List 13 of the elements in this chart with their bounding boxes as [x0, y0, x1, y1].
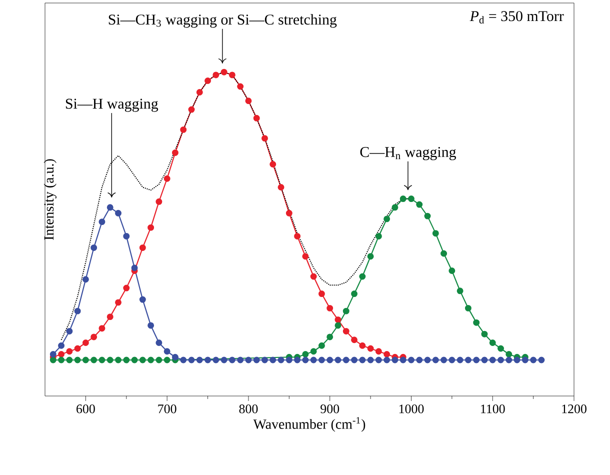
- text: P$_{d}$ = 350 mTorr: [470, 11, 564, 24]
- x-tick-label: 900: [320, 404, 340, 414]
- y-axis-title: Intensity (a.u.): [44, 159, 56, 240]
- x-tick-label: 700: [158, 404, 176, 414]
- x-tick-label: 1100: [481, 404, 505, 414]
- x-tick-label: 800: [239, 404, 258, 414]
- x-tick-label: 600: [76, 404, 95, 414]
- x-tick-label: 1000: [399, 404, 424, 414]
- annotation: Si—CH$_{3}$ wagging or Si—C stretching: [108, 14, 337, 28]
- x-axis-title: Wavenumber (cm$^{-1}$): [253, 417, 366, 432]
- annotation: Si—H wagging: [66, 98, 158, 112]
- x-tick-label: 1200: [562, 404, 586, 414]
- annotation: C—H$_{n}$ wagging: [360, 147, 456, 160]
